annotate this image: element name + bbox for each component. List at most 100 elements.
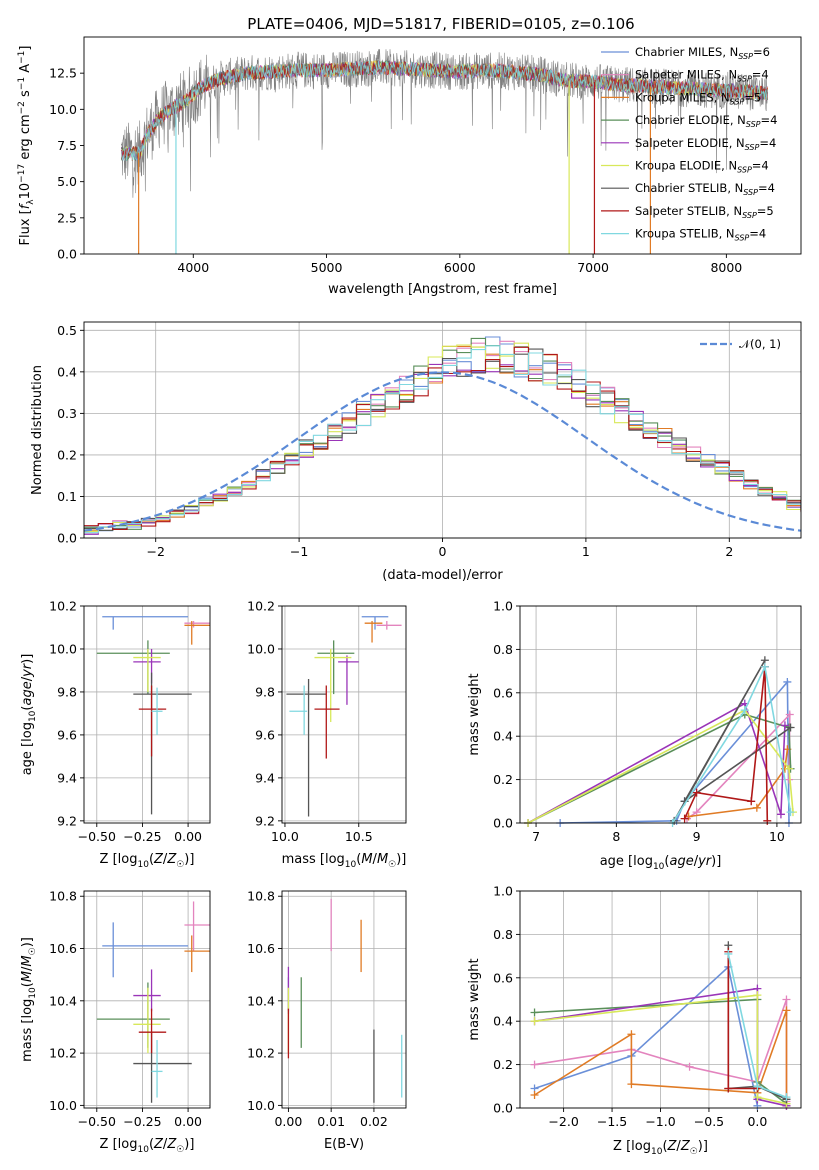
axes-frame — [281, 890, 407, 1109]
weight-line — [534, 965, 759, 1106]
x-tick-label: 9 — [693, 829, 701, 844]
spectrum-legend: Chabrier MILES, NSSP=6 Salpeter MILES, NS… — [601, 45, 777, 243]
weight-point — [752, 803, 761, 812]
y-tick-label: 0.8 — [493, 927, 513, 942]
axes-frame — [83, 890, 211, 1109]
weight-point — [783, 677, 792, 686]
x-tick-label: 0.00 — [174, 1114, 202, 1129]
y-axis-label: mass weight — [467, 673, 482, 755]
y-tick-label: 10.0 — [247, 641, 275, 656]
x-tick-label: 0.02 — [360, 1114, 388, 1129]
weight-point — [685, 1062, 694, 1071]
x-axis-label: Z [log10(Z/Z☉)] — [613, 1139, 708, 1157]
legend-label: Kroupa MILES, NSSP=5 — [635, 90, 761, 106]
weight-point — [530, 1060, 539, 1069]
axes-frame — [83, 321, 802, 539]
y-tick-label: 0.2 — [57, 447, 77, 462]
y-tick-label: 0.1 — [57, 489, 77, 504]
weight-line — [688, 749, 789, 818]
x-tick-label: −0.25 — [123, 1114, 161, 1129]
y-axis-label: age [log10(age/yr)] — [20, 654, 38, 776]
weight-point — [763, 816, 772, 825]
y-tick-label: 0.8 — [493, 642, 513, 657]
x-axis-label: mass [log10(M/M☉)] — [282, 852, 407, 870]
axes-age_vs_mass: 10.0 10.5 9.2 9.4 9.6 9.8 10.0 10.2 mass [log10(… — [247, 599, 407, 870]
weight-point — [785, 710, 794, 719]
weight-point — [784, 764, 793, 773]
y-tick-label: 7.5 — [57, 138, 77, 153]
y-tick-label: 10.2 — [247, 599, 275, 614]
axes-frame — [83, 605, 211, 824]
x-tick-label: −0.50 — [78, 1114, 116, 1129]
x-tick-label: 7 — [532, 829, 540, 844]
axes-weight_vs_age: 7 8 9 10 0.0 0.2 0.4 0.6 0.8 1.0 age [log10(age/yr… — [467, 599, 802, 872]
x-tick-label: 5000 — [311, 260, 343, 275]
axes-frame — [519, 605, 802, 824]
y-tick-label: 10.2 — [49, 599, 77, 614]
x-tick-label: 7000 — [577, 260, 609, 275]
x-tick-label: −1.5 — [597, 1114, 627, 1129]
weight-point — [740, 706, 749, 715]
y-tick-label: 0.0 — [57, 247, 77, 262]
y-tick-label: 0.2 — [493, 1057, 513, 1072]
x-tick-label: 0.0 — [747, 1114, 767, 1129]
legend-label: Salpeter STELIB, NSSP=5 — [635, 204, 774, 220]
weight-point — [692, 788, 701, 797]
weight-line — [686, 712, 791, 820]
legend-label: Salpeter ELODIE, NSSP=4 — [635, 136, 776, 152]
weight-point — [747, 797, 756, 806]
hist-step — [84, 342, 801, 532]
legend-label: 𝒩(0, 1) — [739, 337, 781, 351]
weight-point — [753, 1082, 762, 1091]
y-tick-label: 10.4 — [49, 993, 77, 1008]
y-tick-label: 10.0 — [247, 1098, 275, 1113]
weight-line — [527, 702, 786, 824]
x-tick-label: 8 — [612, 829, 620, 844]
axes-weight_vs_Z: −2.0 −1.5 −1.0 −0.5 0.0 0.0 0.2 0.4 0.6 0.8 1.0 Z [… — [467, 884, 802, 1157]
y-tick-label: 9.2 — [57, 813, 77, 828]
hist-step — [84, 346, 801, 531]
weight-line — [534, 994, 787, 1105]
weight-line — [527, 709, 794, 824]
x-tick-label: 0.00 — [274, 1114, 302, 1129]
axes-frame — [83, 36, 802, 255]
y-tick-label: 9.2 — [255, 813, 275, 828]
weight-point — [780, 721, 789, 730]
x-tick-label: 0 — [439, 544, 447, 559]
weight-point — [786, 808, 795, 817]
y-tick-label: 0.4 — [493, 1014, 513, 1029]
y-tick-label: 9.4 — [57, 770, 77, 785]
weight-point — [782, 995, 791, 1004]
y-axis-label: Normed distribution — [30, 365, 45, 495]
legend-label: Chabrier STELIB, NSSP=4 — [635, 181, 775, 197]
x-tick-label: 2 — [725, 544, 733, 559]
weight-point — [530, 1017, 539, 1026]
y-tick-label: 2.5 — [57, 210, 77, 225]
x-axis-label: Z [log10(Z/Z☉)] — [100, 852, 195, 870]
spectrum-data-line — [121, 48, 768, 198]
y-tick-label: 10.8 — [49, 889, 77, 904]
legend-label: Kroupa ELODIE, NSSP=4 — [635, 159, 769, 175]
x-axis-label: wavelength [Angstrom, rest frame] — [328, 282, 557, 297]
weight-line — [527, 713, 792, 824]
weight-line — [671, 664, 792, 824]
y-tick-label: 9.6 — [57, 727, 77, 742]
x-tick-label: −1 — [290, 544, 308, 559]
x-tick-label: −2.0 — [548, 1114, 578, 1129]
normal-curve — [84, 371, 801, 532]
y-tick-label: 0.0 — [493, 816, 513, 831]
weight-point — [627, 1080, 636, 1089]
x-tick-label: 10.5 — [345, 829, 373, 844]
weight-point — [627, 1030, 636, 1039]
weight-point — [776, 810, 785, 819]
y-tick-label: 1.0 — [493, 884, 513, 899]
legend-label: Chabrier MILES, NSSP=6 — [635, 45, 770, 61]
weight-line — [673, 659, 792, 822]
y-tick-label: 5.0 — [57, 174, 77, 189]
weight-point — [753, 991, 762, 1000]
weight-point — [530, 1008, 539, 1017]
figure-title: PLATE=0406, MJD=51817, FIBERID=0105, z=0… — [247, 15, 634, 33]
x-tick-label: −0.50 — [78, 829, 116, 844]
legend-label: Kroupa STELIB, NSSP=4 — [635, 227, 766, 243]
y-axis-label: Flux [fλ10−17 erg cm−2 s−1 A−1] — [17, 46, 36, 246]
